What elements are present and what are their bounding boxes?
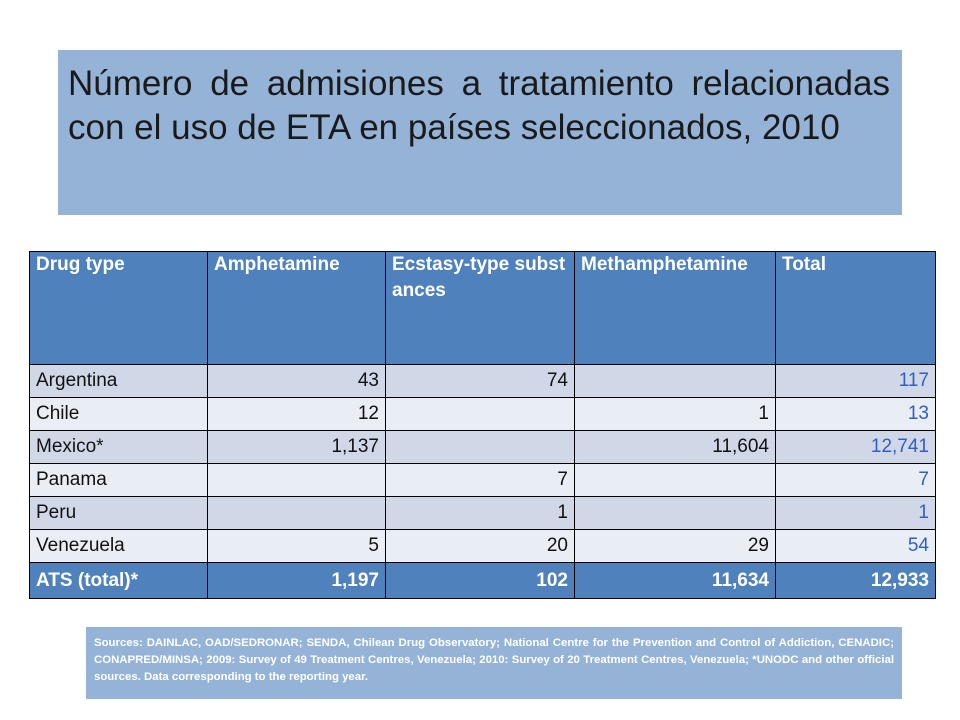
page-title: Número de admisiones a tratamiento relac… xyxy=(68,64,890,147)
table-row: Argentina 43 74 117 xyxy=(29,364,936,398)
admissions-table: Drug type Amphetamine Ecstasy-type subst… xyxy=(29,251,936,599)
cell-methamphetamine xyxy=(574,463,776,497)
cell-amphetamine: 1,137 xyxy=(207,430,386,464)
cell-total: 117 xyxy=(775,364,936,398)
table-row: Panama 7 7 xyxy=(29,463,936,497)
cell-methamphetamine: 11,604 xyxy=(574,430,776,464)
sources-note: Sources: DAINLAC, OAD/SEDRONAR; SENDA, C… xyxy=(86,627,902,699)
table-header-row: Drug type Amphetamine Ecstasy-type subst… xyxy=(29,251,936,365)
table-row: Venezuela 5 20 29 54 xyxy=(29,529,936,563)
cell-methamphetamine xyxy=(574,496,776,530)
cell-ecstasy: 20 xyxy=(385,529,575,563)
title-box: Número de admisiones a tratamiento relac… xyxy=(58,50,902,215)
cell-total: 12,741 xyxy=(775,430,936,464)
cell-ecstasy: 74 xyxy=(385,364,575,398)
cell-ecstasy xyxy=(385,430,575,464)
cell-amphetamine xyxy=(207,496,386,530)
cell-summary-methamphetamine: 11,634 xyxy=(574,562,776,599)
cell-summary-ecstasy: 102 xyxy=(385,562,575,599)
cell-amphetamine xyxy=(207,463,386,497)
cell-country: Venezuela xyxy=(29,529,208,563)
cell-total: 1 xyxy=(775,496,936,530)
cell-ecstasy: 1 xyxy=(385,496,575,530)
cell-total: 13 xyxy=(775,397,936,431)
cell-amphetamine: 43 xyxy=(207,364,386,398)
cell-country: Argentina xyxy=(29,364,208,398)
header-amphetamine: Amphetamine xyxy=(207,251,386,365)
cell-country: Panama xyxy=(29,463,208,497)
table-row: Chile 12 1 13 xyxy=(29,397,936,431)
cell-ecstasy: 7 xyxy=(385,463,575,497)
cell-summary-total: 12,933 xyxy=(775,562,936,599)
header-drug-type: Drug type xyxy=(29,251,208,365)
cell-country: Chile xyxy=(29,397,208,431)
table-row: Peru 1 1 xyxy=(29,496,936,530)
cell-ecstasy xyxy=(385,397,575,431)
cell-country: Peru xyxy=(29,496,208,530)
cell-total: 54 xyxy=(775,529,936,563)
cell-summary-label: ATS (total)* xyxy=(29,562,208,599)
cell-methamphetamine: 1 xyxy=(574,397,776,431)
table-row: Mexico* 1,137 11,604 12,741 xyxy=(29,430,936,464)
header-methamphetamine: Methamphetamine xyxy=(574,251,776,365)
cell-country: Mexico* xyxy=(29,430,208,464)
table-total-row: ATS (total)* 1,197 102 11,634 12,933 xyxy=(29,562,936,599)
cell-amphetamine: 5 xyxy=(207,529,386,563)
cell-methamphetamine: 29 xyxy=(574,529,776,563)
cell-summary-amphetamine: 1,197 xyxy=(207,562,386,599)
header-ecstasy: Ecstasy-type substances xyxy=(385,251,575,365)
cell-total: 7 xyxy=(775,463,936,497)
header-total: Total xyxy=(775,251,936,365)
cell-methamphetamine xyxy=(574,364,776,398)
cell-amphetamine: 12 xyxy=(207,397,386,431)
